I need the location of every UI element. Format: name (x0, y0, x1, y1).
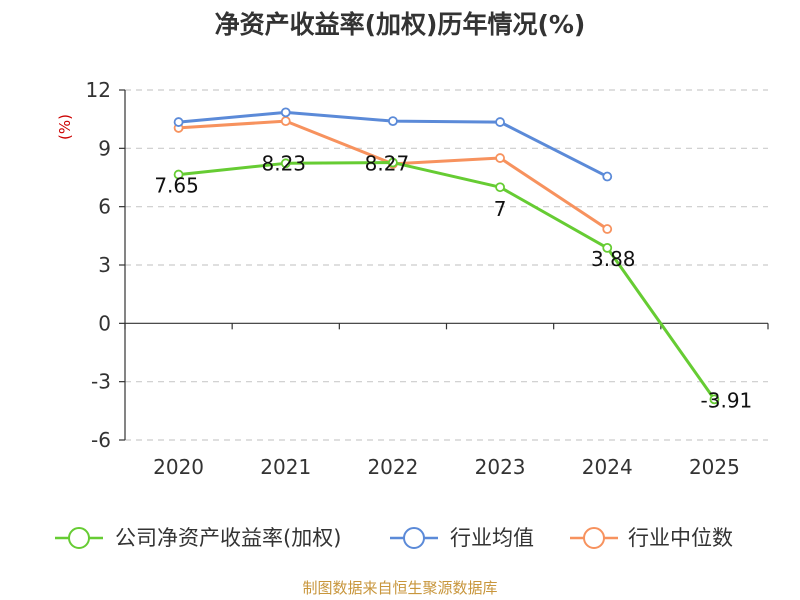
gridlines (125, 89, 768, 441)
data-point (495, 117, 505, 127)
legend-label: 行业中位数 (628, 526, 733, 550)
data-point (173, 117, 184, 127)
data-point (602, 171, 613, 182)
data-point (280, 107, 291, 118)
legend: 公司净资产收益率(加权) 行业均值 行业中位数 (55, 526, 733, 550)
x-tick-label: 2021 (260, 455, 311, 479)
data-point (388, 157, 398, 168)
series-line (178, 161, 716, 401)
data-point (602, 242, 613, 253)
x-tick-label: 2023 (475, 455, 526, 479)
data-point (173, 169, 184, 180)
x-tick-label: 2024 (582, 455, 633, 479)
data-label: -3.91 (701, 388, 753, 412)
y-axis-unit: (%) (56, 114, 74, 140)
data-label: 7.65 (154, 174, 199, 198)
y-tick-label: 12 (86, 78, 111, 102)
data-label: 7 (494, 197, 507, 221)
data-point (280, 158, 291, 169)
data-source-note: 制图数据来自恒生聚源数据库 (302, 579, 497, 597)
legend-item: 行业中位数 (570, 526, 733, 550)
chart-title: 净资产收益率(加权)历年情况(%) (215, 10, 586, 39)
y-tick-label: -3 (91, 370, 111, 394)
data-point (602, 224, 613, 234)
data-point (280, 116, 291, 127)
legend-swatch-marker (68, 527, 90, 549)
legend-label: 行业均值 (450, 526, 534, 550)
x-tick-label: 2020 (153, 455, 204, 479)
y-tick-label: -6 (91, 428, 111, 452)
legend-swatch-marker (583, 527, 605, 549)
data-label: 8.27 (365, 152, 410, 176)
x-tick-label: 2025 (689, 455, 740, 479)
data-labels: 7.65 8.23 8.27 7 3.88 -3.91 (154, 151, 752, 412)
data-point (495, 182, 505, 193)
axes: -6 -3 0 3 6 9 12 2020 2021 2022 2023 2024 2025 (86, 78, 769, 479)
data-point (388, 116, 398, 127)
legend-swatch-marker (403, 527, 425, 549)
y-tick-label: 9 (98, 136, 111, 160)
y-tick-label: 3 (98, 253, 111, 277)
legend-label: 公司净资产收益率(加权) (115, 526, 341, 550)
data-label: 3.88 (591, 247, 636, 271)
y-tick-label: 0 (98, 311, 111, 335)
legend-item: 公司净资产收益率(加权) (55, 526, 341, 550)
legend-item: 行业均值 (390, 526, 534, 550)
data-point (495, 153, 505, 163)
data-point (709, 394, 720, 405)
data-label: 8.23 (261, 151, 306, 175)
series-lines (173, 107, 720, 405)
x-tick-label: 2022 (367, 455, 418, 479)
y-tick-label: 6 (98, 195, 111, 219)
